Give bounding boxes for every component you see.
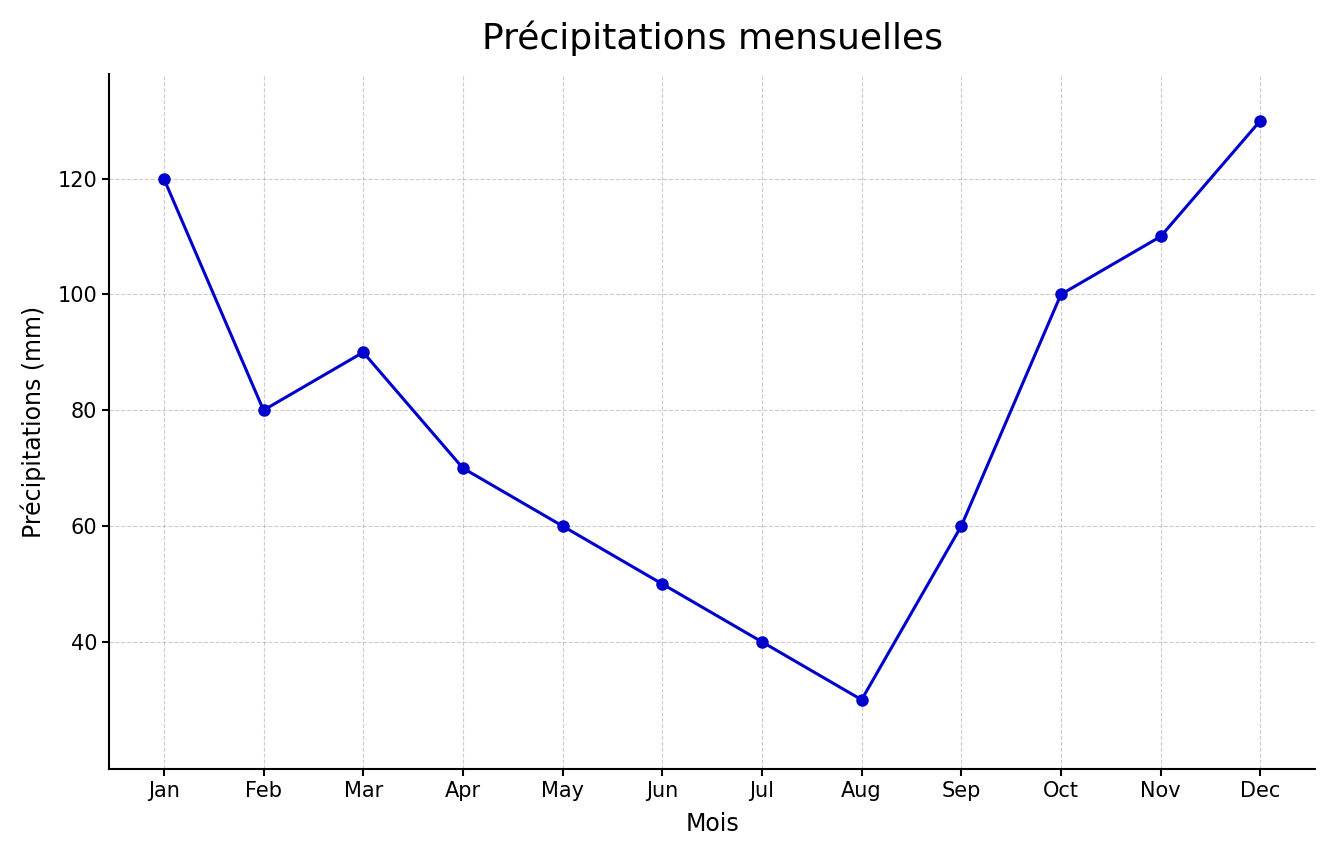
Title: Précipitations mensuelles: Précipitations mensuelles [481, 21, 943, 57]
Y-axis label: Précipitations (mm): Précipitations (mm) [21, 306, 47, 538]
X-axis label: Mois: Mois [685, 812, 739, 836]
